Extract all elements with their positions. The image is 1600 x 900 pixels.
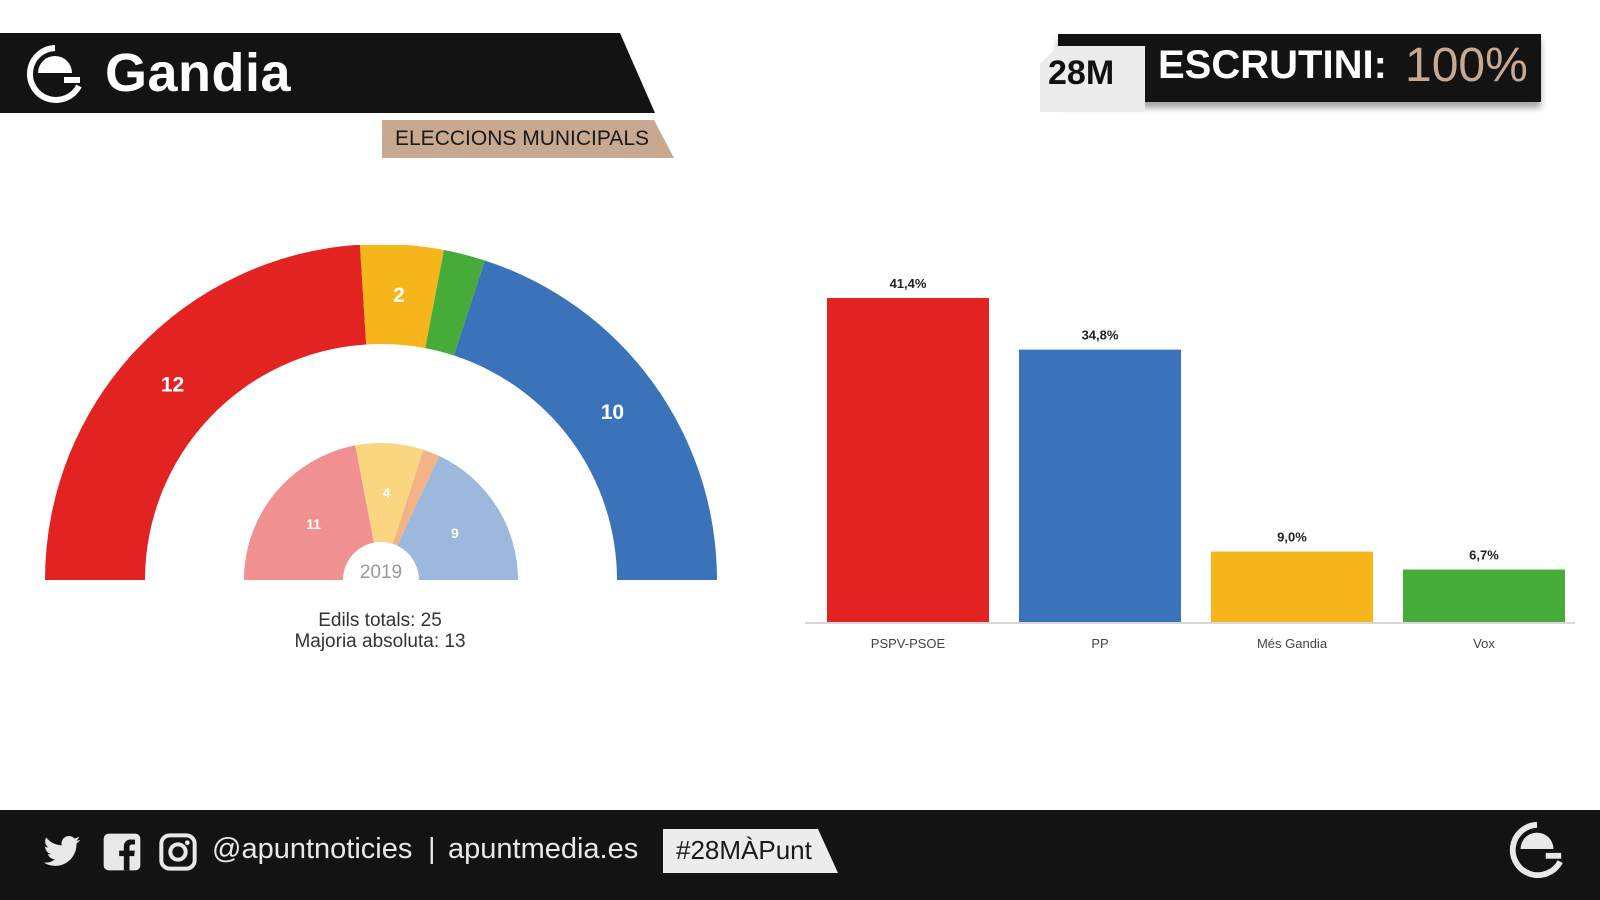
count-label: ESCRUTINI: [1158,43,1387,87]
date-tag [1040,46,1145,112]
bar-value-label: 41,4% [890,276,927,291]
seat-segment [359,245,444,349]
apunt-logo-icon [27,45,82,103]
title-banner [0,33,655,113]
year-label: 2019 [360,562,402,583]
seat-segment [45,245,367,580]
facebook-icon[interactable] [102,832,142,872]
bar-value-label: 6,7% [1469,548,1499,563]
subtitle: ELECCIONS MUNICIPALS [395,127,649,150]
count-value: 100% [1405,39,1528,92]
seat-segment [425,249,485,356]
subtitle-banner [382,120,674,158]
bar [1019,349,1181,622]
vote-share-bar-chart: 41,4% PSPV-PSOE 34,8% PP 9,0% Més Gandia 6,7% V… [805,276,1575,650]
bar-value-label: 34,8% [1082,328,1119,343]
seat-count-label: 9 [451,525,459,541]
bar [827,298,989,622]
bar-category-label: PSPV-PSOE [871,636,946,650]
date-tag-label: 28M [1048,54,1115,92]
bar [1403,569,1565,622]
bar-category-label: Més Gandia [1257,636,1328,650]
seat-segment [392,449,440,546]
seat-count-label: 12 [161,374,184,397]
seat-count-label: 4 [383,485,391,501]
seat-segment [397,456,518,580]
total-seats-label: Edils totals: 25 [318,610,442,631]
hashtag-badge [663,829,838,873]
seat-segment [244,445,374,580]
majority-label: Majoria absoluta: 13 [294,631,466,652]
bar-category-label: Vox [1473,636,1495,650]
twitter-icon[interactable] [42,832,82,872]
seat-count-label: 10 [601,401,624,424]
seat-segment [453,260,717,580]
social-handle-link[interactable]: @apuntnoticies [212,833,413,865]
hemicycle-caption: Edils totals: 25 Majoria absoluta: 13 [240,610,520,652]
instagram-icon[interactable] [158,832,198,872]
bar-category-label: PP [1091,636,1108,650]
seat-count-label: 2 [393,284,405,307]
bar [1211,551,1373,622]
page-title: Gandia [105,43,292,103]
hashtag-label: #28MÀPunt [676,835,812,865]
bar-value-label: 9,0% [1277,530,1307,545]
seat-segment [355,443,424,544]
hemicycle-chart: 12 2 10 11 4 9 2019 [45,245,717,583]
footer-separator: | [428,833,436,865]
apunt-logo-icon [1509,821,1563,879]
seat-count-label: 11 [306,516,321,532]
website-link[interactable]: apuntmedia.es [448,833,639,865]
